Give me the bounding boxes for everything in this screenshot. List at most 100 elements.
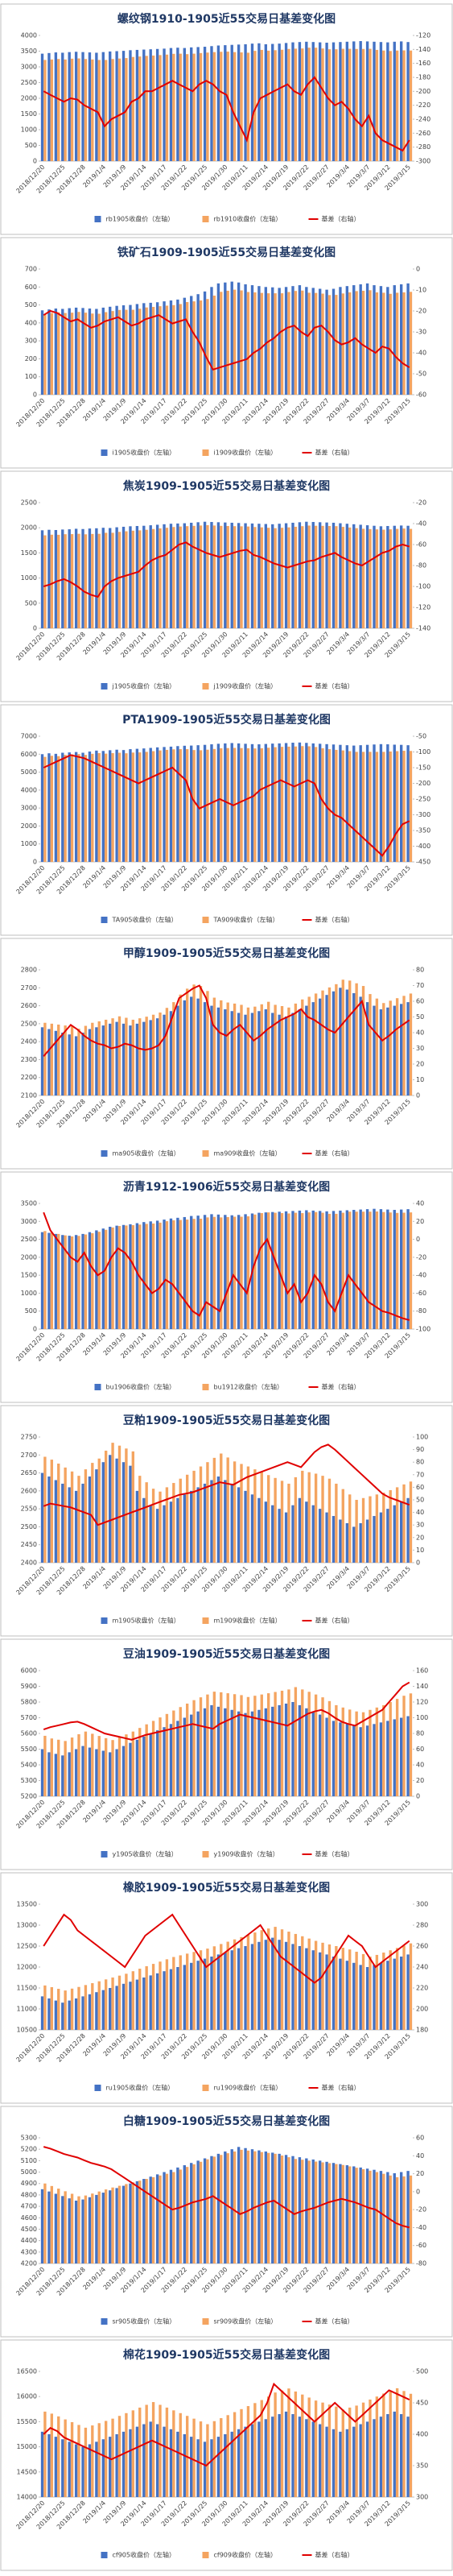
bar (348, 2407, 352, 2497)
bar (220, 1944, 223, 2030)
bar (77, 1986, 80, 2030)
bar (250, 2424, 254, 2497)
bar (165, 1487, 169, 1563)
y-tick-label: 0 (33, 391, 37, 399)
bar (57, 312, 60, 395)
bar (271, 1013, 274, 1095)
bar (339, 1958, 342, 2030)
bar (179, 304, 182, 395)
y-tick-label: 2300 (21, 1056, 37, 1063)
bar (50, 1460, 53, 1563)
bar (294, 1933, 298, 2030)
bar (233, 1461, 237, 1563)
bar (101, 1990, 105, 2030)
bar (64, 1990, 67, 2030)
bar (61, 1235, 64, 1329)
bar (131, 1451, 135, 1563)
y-tick-label: 500 (25, 1307, 37, 1315)
bar (246, 2406, 250, 2497)
bar (402, 2391, 406, 2497)
bar (339, 988, 342, 1095)
bar (284, 287, 288, 395)
bar (395, 1487, 399, 1563)
bar (129, 50, 132, 161)
bar (264, 2151, 268, 2263)
bar (203, 521, 207, 628)
legend-label: sr909收盘价（左轴） (214, 2317, 278, 2325)
bar (359, 524, 362, 628)
bar (185, 749, 189, 862)
bar (163, 301, 166, 395)
bar (81, 52, 84, 161)
bar (163, 1727, 166, 1796)
bar (163, 1971, 166, 2030)
bar (361, 1953, 365, 2030)
bar (274, 293, 277, 395)
y-tick-label: 13500 (17, 1901, 37, 1908)
bar (267, 748, 270, 862)
bar (61, 309, 64, 395)
bar (163, 48, 166, 161)
bar (348, 751, 352, 862)
bar (196, 1216, 200, 1329)
bar (203, 1483, 207, 1563)
bar (361, 2402, 365, 2497)
bar (291, 1702, 294, 1796)
bar (145, 1724, 148, 1796)
bar (305, 2158, 308, 2263)
bar (54, 2437, 58, 2497)
bar (61, 2002, 64, 2030)
bar (294, 1003, 298, 1095)
legend-label: 基差（右轴） (322, 1383, 360, 1391)
bar (109, 1988, 112, 2030)
bar (345, 1210, 349, 1329)
bar (199, 2161, 203, 2263)
bar (199, 2421, 203, 2497)
bar (61, 52, 64, 161)
bar (253, 748, 257, 862)
bar (271, 2417, 274, 2497)
y2-tick-label: -180 (416, 74, 430, 81)
bar (183, 1717, 186, 1796)
bar (88, 52, 92, 161)
bar (183, 523, 186, 628)
bar (138, 1476, 142, 1563)
bar (379, 2417, 383, 2497)
bar (109, 2190, 112, 2263)
bar (395, 292, 399, 395)
bar (142, 1222, 146, 1329)
bar (183, 297, 186, 395)
bar (64, 1467, 67, 1563)
bar (183, 48, 186, 161)
bar (192, 525, 196, 628)
bar (365, 1967, 369, 2030)
bar (280, 1690, 284, 1796)
bar (311, 1210, 315, 1329)
bar (327, 2163, 332, 2263)
bar (246, 1216, 250, 1329)
bar (121, 51, 126, 161)
bar (373, 285, 376, 395)
chart-title: PTA1909-1905近55交易日基差变化图 (122, 713, 331, 727)
bar (111, 1227, 114, 1329)
bar (129, 2183, 132, 2263)
bar (111, 311, 114, 395)
chart: 甲醇1909-1905近55交易日基差变化图 2100 2200 2300 2400 25… (0, 938, 453, 1170)
bar (361, 752, 365, 862)
bar (400, 41, 403, 161)
bar (50, 313, 53, 395)
bar (287, 292, 290, 395)
bar (379, 1209, 383, 1329)
y-tick-label: 2500 (21, 79, 37, 86)
y2-tick-label: 20 (416, 2170, 424, 2177)
bar (369, 752, 372, 862)
bar (84, 313, 88, 395)
bar (68, 2000, 71, 2030)
bar (355, 2168, 358, 2263)
y-tick-label: 6000 (21, 1667, 37, 1675)
bar (84, 1025, 88, 1095)
bar (97, 2423, 101, 2497)
bar (250, 43, 254, 161)
bar (341, 1489, 344, 1563)
y2-tick-label: 0 (416, 266, 420, 273)
